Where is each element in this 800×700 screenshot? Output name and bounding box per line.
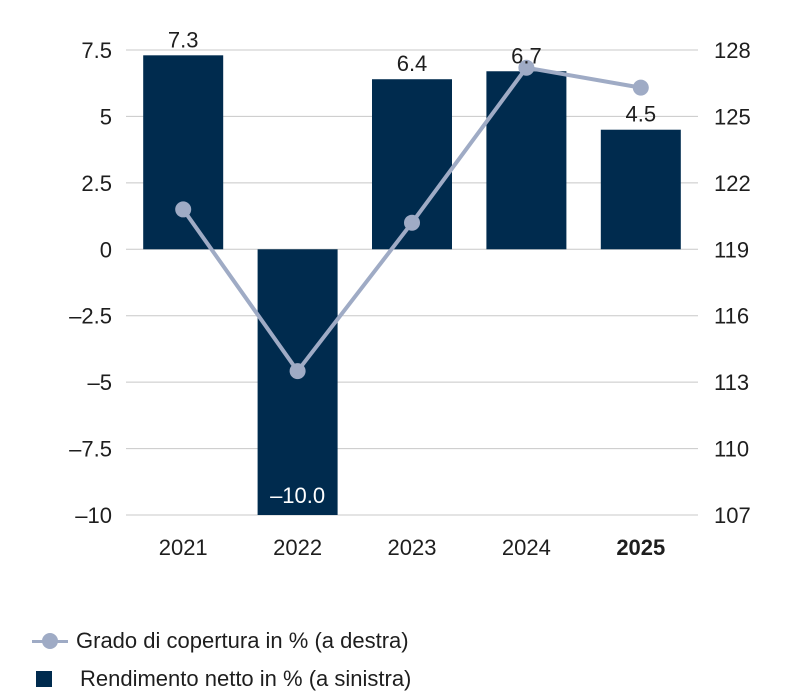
- coverage-point: [175, 201, 192, 218]
- y-left-tick-label: –10: [75, 503, 112, 528]
- legend-line-marker-icon: [32, 631, 68, 651]
- x-category-label: 2024: [502, 535, 551, 560]
- bar-data-label: 6.4: [397, 51, 428, 76]
- x-category-label: 2021: [159, 535, 208, 560]
- x-axis-categories: 2021 2022 2023 2024 2025: [159, 535, 666, 560]
- combo-chart: 7.3–10.06.4 6.74.5 7.552.50–2.5–5–7.5–10 …: [69, 27, 751, 560]
- coverage-point: [404, 214, 420, 231]
- y-left-tick-label: 7.5: [81, 38, 112, 63]
- bar-data-label: 6.7: [511, 43, 542, 68]
- coverage-point: [518, 59, 535, 76]
- coverage-point: [632, 79, 649, 96]
- y-right-tick-label: 119: [714, 237, 749, 262]
- y-left-tick-label: –2.5: [69, 304, 112, 329]
- bar: [600, 129, 681, 250]
- y-right-tick-label: 122: [714, 171, 751, 196]
- y-left-tick-label: 5: [100, 104, 112, 129]
- bar-data-label: –10.0: [270, 483, 325, 508]
- x-category-label: 2023: [388, 535, 437, 560]
- legend: Grado di copertura in % (a destra) Rendi…: [32, 624, 411, 700]
- coverage-line: [175, 59, 649, 380]
- y-right-tick-label: 113: [714, 370, 749, 395]
- bar: [143, 55, 224, 250]
- x-category-label: 2025: [616, 535, 665, 560]
- y-left-tick-label: 2.5: [81, 171, 112, 196]
- y-axis-right: 128 125 122 119 116 113 110 107: [714, 38, 751, 528]
- bar-data-label: 4.5: [626, 102, 657, 127]
- y-right-tick-label: 110: [714, 437, 749, 462]
- legend-label-return: Rendimento netto in % (a sinistra): [80, 666, 412, 691]
- bar: [486, 71, 567, 250]
- legend-item-return: Rendimento netto in % (a sinistra): [32, 662, 411, 696]
- y-right-tick-label: 107: [714, 503, 751, 528]
- x-category-label: 2022: [273, 535, 322, 560]
- y-left-tick-label: 0: [100, 237, 112, 262]
- bar-data-label: 7.3: [168, 27, 199, 52]
- y-right-tick-label: 125: [714, 104, 751, 129]
- y-left-tick-label: –5: [88, 370, 112, 395]
- bars: [143, 55, 681, 516]
- y-right-tick-label: 128: [714, 38, 751, 63]
- data-labels: 7.3 –10.0 6.4 6.7 4.5: [168, 27, 656, 508]
- legend-label-coverage: Grado di copertura in % (a destra): [76, 628, 409, 653]
- legend-square-icon: [36, 671, 52, 687]
- y-axis-left: 7.5 5 2.5 0 –2.5 –5 –7.5 –10: [69, 38, 112, 528]
- coverage-point: [289, 363, 306, 380]
- bar: [257, 249, 338, 516]
- legend-item-coverage: Grado di copertura in % (a destra): [32, 624, 411, 658]
- y-left-tick-label: –7.5: [69, 437, 112, 462]
- y-right-tick-label: 116: [714, 304, 749, 329]
